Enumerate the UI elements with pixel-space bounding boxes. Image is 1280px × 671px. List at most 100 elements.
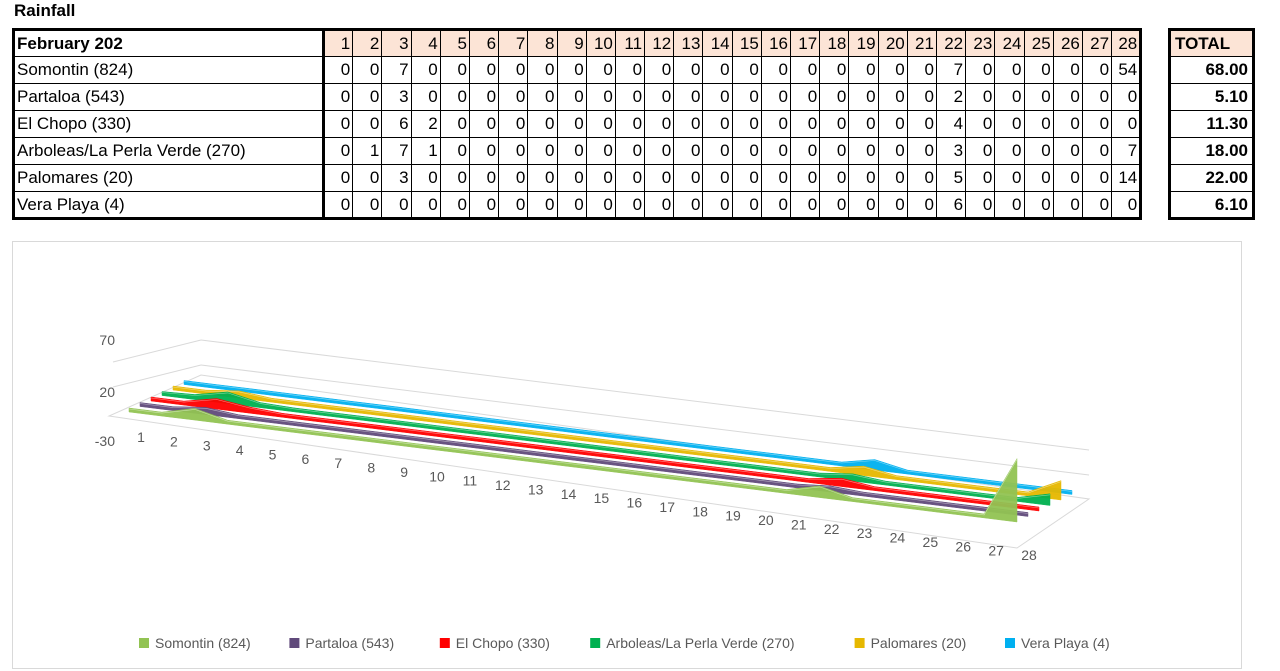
table-row: Vera Playa (4) 0 0 0 0 0 0 0 0 0 0 0 0 0 0 0 0 0 0 0 0 0 6 0 0 0 0… (12, 191, 1143, 220)
day-header: 3 (381, 28, 412, 57)
rain-value-cell: 0 (644, 56, 675, 84)
day-header: 18 (819, 28, 850, 57)
rain-value-cell: 0 (1023, 137, 1054, 165)
rain-value-cell: 0 (1081, 164, 1113, 192)
rain-value-cell: 0 (1023, 83, 1054, 111)
rain-value-cell: 0 (1081, 191, 1113, 220)
rain-value-cell: 0 (906, 83, 937, 111)
day-header: 5 (439, 28, 470, 57)
rain-value-cell: 0 (994, 56, 1025, 84)
rain-value-cell: 0 (381, 191, 412, 220)
rain-value-cell: 0 (965, 110, 996, 138)
gridline (200, 364, 1090, 476)
location-cell: El Chopo (330) (12, 110, 325, 138)
rain-value-cell: 0 (848, 110, 879, 138)
rain-value-cell: 0 (673, 56, 704, 84)
series-edge-5 (183, 381, 1073, 492)
rain-value-cell: 0 (994, 137, 1025, 165)
day-header: 21 (906, 28, 937, 57)
rain-value-cell: 0 (1023, 164, 1054, 192)
rain-value-cell: 0 (1052, 137, 1083, 165)
location-cell: Arboleas/La Perla Verde (270) (12, 137, 325, 165)
rain-value-cell: 0 (352, 164, 383, 192)
gridline (200, 339, 1090, 451)
rain-value-cell: 0 (789, 137, 821, 165)
rain-value-cell: 0 (644, 137, 675, 165)
x-tick-label: 18 (692, 503, 708, 519)
total-cell: 5.10 (1168, 83, 1255, 111)
rain-value-cell: 0 (527, 56, 558, 84)
table-row: Somontin (824) 0 0 7 0 0 0 0 0 0 0 0 0 0 0 0 0 0 0 0 0 0 7 0 0 0 0… (12, 56, 1143, 84)
rain-value-cell: 0 (789, 83, 821, 111)
rain-value-cell: 0 (614, 110, 646, 138)
rain-value-cell: 0 (965, 56, 996, 84)
rain-value-cell: 0 (965, 83, 996, 111)
series-edge-2 (150, 397, 1040, 509)
x-tick-label: 28 (1021, 547, 1037, 563)
rain-value-cell: 6 (381, 110, 412, 138)
rain-value-cell: 0 (352, 191, 383, 220)
rain-value-cell: 0 (614, 164, 646, 192)
day-header: 16 (760, 28, 792, 57)
rain-value-cell: 0 (819, 191, 850, 220)
rain-value-cell: 3 (935, 137, 967, 165)
rain-value-cell: 1 (410, 137, 441, 165)
location-cell: Somontin (824) (12, 56, 325, 84)
x-tick-label: 23 (857, 525, 873, 541)
rain-value-cell: 0 (1111, 83, 1143, 111)
x-tick-label: 13 (528, 481, 544, 497)
rain-value-cell: 0 (468, 83, 500, 111)
location-cell: Vera Playa (4) (12, 191, 325, 220)
rain-value-cell: 0 (1023, 56, 1054, 84)
rain-value-cell: 0 (1111, 110, 1143, 138)
rain-value-cell: 0 (527, 137, 558, 165)
total-cell: 22.00 (1168, 164, 1255, 192)
rain-value-cell: 0 (644, 191, 675, 220)
rain-value-cell: 0 (702, 56, 733, 84)
rain-value-cell: 0 (702, 137, 733, 165)
series-edge-3 (161, 392, 1051, 499)
series-area-5 (183, 380, 1073, 495)
rain-value-cell: 0 (527, 191, 558, 220)
rain-value-cell: 0 (585, 164, 616, 192)
rain-value-cell: 0 (731, 164, 762, 192)
legend-item: Palomares (20) (871, 635, 967, 651)
legend-item: Partaloa (543) (305, 635, 394, 651)
rain-value-cell: 0 (439, 164, 470, 192)
day-header: 11 (614, 28, 646, 57)
x-tick-label: 16 (627, 495, 643, 511)
rain-value-cell: 0 (673, 164, 704, 192)
x-tick-label: 9 (400, 464, 408, 480)
day-header: 22 (935, 28, 967, 57)
rain-value-cell: 0 (498, 191, 529, 220)
rain-value-cell: 0 (906, 56, 937, 84)
series-area-4 (172, 385, 1062, 501)
rain-value-cell: 0 (760, 110, 792, 138)
rain-value-cell: 0 (410, 191, 441, 220)
table-row: El Chopo (330) 0 0 6 2 0 0 0 0 0 0 0 0 0 0 0 0 0 0 0 0 0 4 0 0 0 0… (12, 110, 1143, 138)
rain-value-cell: 0 (439, 137, 470, 165)
rain-value-cell: 0 (614, 137, 646, 165)
rain-value-cell: 0 (760, 56, 792, 84)
rain-value-cell: 7 (1111, 137, 1143, 165)
rain-value-cell: 0 (556, 83, 587, 111)
series-edge-4 (172, 386, 1062, 494)
rain-value-cell: 0 (702, 110, 733, 138)
x-tick-label: 11 (463, 473, 478, 489)
rain-value-cell: 0 (527, 164, 558, 192)
rain-value-cell: 2 (935, 83, 967, 111)
rain-value-cell: 0 (322, 164, 354, 192)
day-header: 19 (848, 28, 879, 57)
rain-value-cell: 0 (585, 110, 616, 138)
rain-value-cell: 0 (877, 110, 908, 138)
rain-value-cell: 0 (848, 56, 879, 84)
rain-value-cell: 0 (789, 191, 821, 220)
rain-value-cell: 0 (760, 83, 792, 111)
total-header: TOTAL (1168, 28, 1255, 57)
rain-value-cell: 0 (498, 56, 529, 84)
location-cell: Palomares (20) (12, 164, 325, 192)
day-header: 8 (527, 28, 558, 57)
rain-value-cell: 0 (819, 164, 850, 192)
rain-value-cell: 0 (1052, 110, 1083, 138)
total-cell: 68.00 (1168, 56, 1255, 84)
